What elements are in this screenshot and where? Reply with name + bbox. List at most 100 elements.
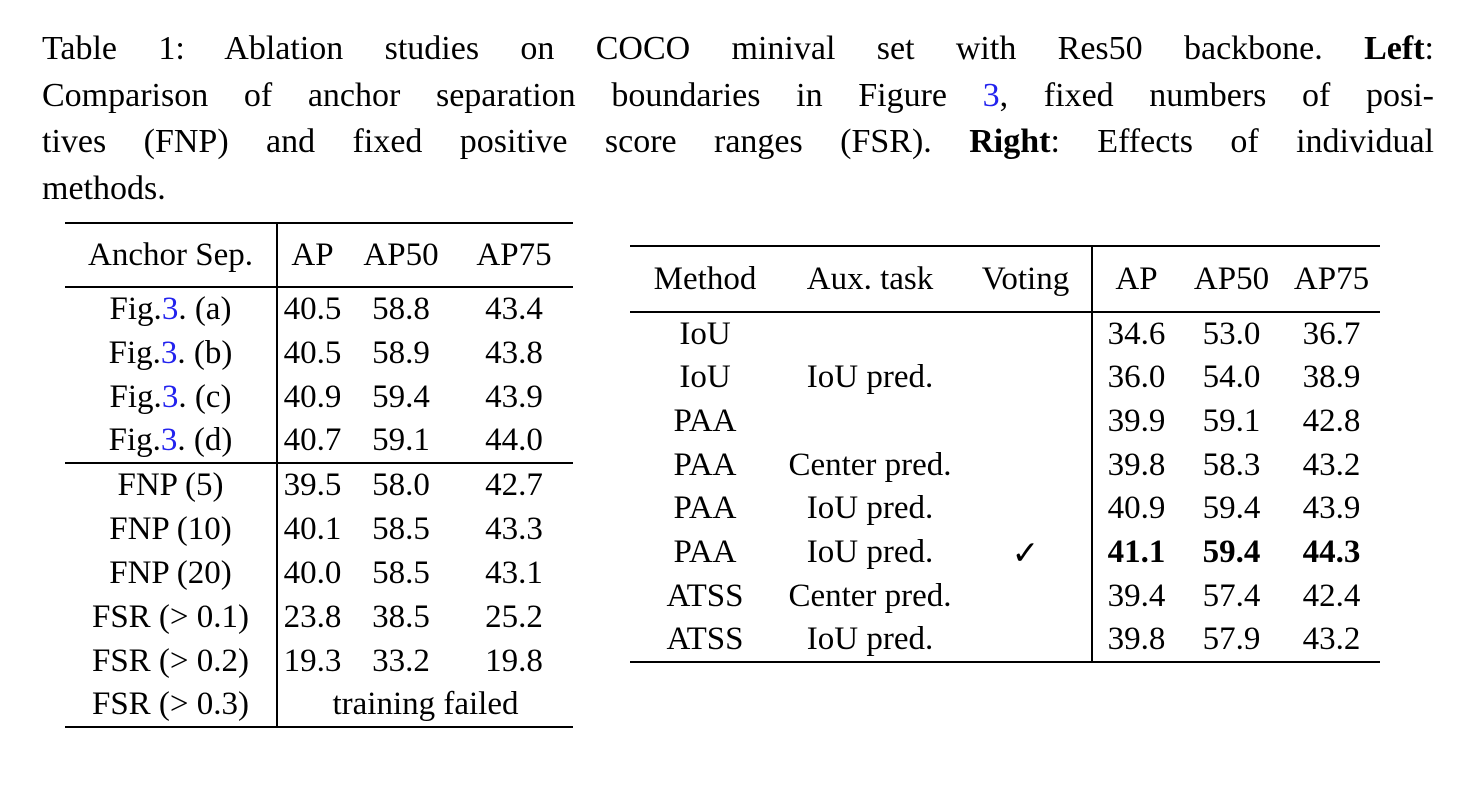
table-row: FNP (10) 40.1 58.5 43.3 <box>65 507 573 551</box>
figure-3-link[interactable]: 3 <box>160 422 178 458</box>
metric-value: 59.4 <box>1202 490 1261 527</box>
metric-value: 43.4 <box>485 291 543 327</box>
right-header-row: Method Aux. task Voting AP AP50 AP75 <box>630 246 1380 313</box>
metric-value: 58.5 <box>372 554 430 591</box>
row-label-text: . (b) <box>177 334 233 371</box>
right-table: Method Aux. task Voting AP AP50 AP75 IoU 34.6 5… <box>630 245 1380 663</box>
row-label: Fig.3. (d) <box>65 419 278 464</box>
metric-value: 59.1 <box>1202 402 1261 439</box>
method-cell: ATSS <box>666 621 744 658</box>
left-header-row: Anchor Sep. AP AP50 AP75 <box>65 223 573 288</box>
row-label-text: FSR (> 0.3) <box>91 686 250 722</box>
metric-value: 43.2 <box>1302 621 1361 658</box>
metric-value: 39.8 <box>1091 443 1180 487</box>
metric-value: 42.8 <box>1302 402 1361 439</box>
row-label: FNP (20) <box>65 551 278 595</box>
metric-value: 40.9 <box>1091 487 1180 531</box>
caption-line: Comparison of anchor separation boundari… <box>42 73 1434 120</box>
method-cell: PAA <box>673 402 737 439</box>
metric-value: 36.0 <box>1091 355 1180 400</box>
aux-task-cell: IoU pred. <box>806 621 934 658</box>
metric-value: 53.0 <box>1202 315 1261 352</box>
metric-value: 33.2 <box>372 642 430 679</box>
figure-3-link[interactable]: 3 <box>161 291 179 327</box>
figure-3-link[interactable]: 3 <box>982 76 1000 114</box>
column-header: Method <box>630 246 780 313</box>
metric-value: 39.9 <box>1091 399 1180 444</box>
table-row: PAA IoU pred. 40.9 59.4 43.9 <box>630 487 1380 531</box>
metric-value: 42.4 <box>1302 577 1361 614</box>
metric-value: 58.0 <box>372 467 430 503</box>
row-label: FSR (> 0.1) <box>65 595 278 639</box>
metric-value: 43.2 <box>1302 446 1361 483</box>
table-row: Fig.3. (b) 40.5 58.9 43.8 <box>65 331 573 375</box>
figure-3-link[interactable]: 3 <box>160 334 178 371</box>
row-label-text: Fig. <box>109 378 162 415</box>
caption-line: tives (FNP) and fixed positive score ran… <box>42 119 1434 166</box>
aux-task-cell: IoU pred. <box>806 359 934 396</box>
row-label: Fig.3. (c) <box>65 375 278 419</box>
spanning-cell: training failed <box>332 686 519 722</box>
method-cell: IoU <box>679 359 731 396</box>
table-row: ATSS IoU pred. 39.8 57.9 43.2 <box>630 618 1380 662</box>
table-row: Fig.3. (a) 40.5 58.8 43.4 <box>65 287 573 331</box>
caption-text: , fixed numbers of posi- <box>999 76 1434 114</box>
metric-value: 40.5 <box>283 334 342 371</box>
caption-text: Table 1: Ablation studies on COCO miniva… <box>42 30 1365 67</box>
caption-text: : Effects of individual <box>1050 123 1434 160</box>
metric-value: 23.8 <box>283 598 342 635</box>
caption-text: tives (FNP) and fixed positive score ran… <box>42 123 970 160</box>
aux-task-cell: Center pred. <box>788 446 952 483</box>
row-label-text: Fig. <box>109 291 162 327</box>
figure-3-link[interactable]: 3 <box>161 378 179 415</box>
column-header: Anchor Sep. <box>65 223 278 288</box>
caption-text: : <box>1424 30 1434 67</box>
column-header: AP <box>1091 246 1180 313</box>
metric-value: 57.4 <box>1202 577 1261 614</box>
metric-value: 57.9 <box>1202 621 1261 658</box>
table-row: ATSS Center pred. 39.4 57.4 42.4 <box>630 574 1380 619</box>
voting-cell <box>960 356 1092 400</box>
row-label-text: Fig. <box>108 422 161 458</box>
voting-cell <box>960 487 1092 531</box>
metric-value: 59.4 <box>372 378 430 415</box>
table-row: FNP (5) 39.5 58.0 42.7 <box>65 463 573 507</box>
metric-value: 44.3 <box>1302 534 1361 571</box>
caption-bold-text: Left <box>1364 30 1425 67</box>
row-label-text: FNP (10) <box>109 510 232 547</box>
method-cell: PAA <box>673 446 737 483</box>
metric-value: 43.8 <box>485 334 543 371</box>
table-row: PAA 39.9 59.1 42.8 <box>630 399 1380 444</box>
table-row: FSR (> 0.2) 19.3 33.2 19.8 <box>65 639 573 683</box>
row-label-text: Fig. <box>108 334 161 371</box>
metric-value: 34.6 <box>1091 312 1180 356</box>
metric-value: 42.7 <box>485 467 543 503</box>
column-header: Voting <box>960 246 1092 313</box>
metric-value: 43.1 <box>485 554 543 591</box>
column-header: AP75 <box>1283 246 1380 313</box>
right-table-body: IoU 34.6 53.0 36.7 IoU IoU pred. 36.0 54.0 38.9 P… <box>630 312 1380 662</box>
metric-value: 41.1 <box>1091 530 1180 575</box>
method-cell: IoU <box>679 315 731 352</box>
left-table-header: Anchor Sep. AP AP50 AP75 <box>65 223 573 288</box>
metric-value: 59.1 <box>347 419 455 464</box>
metric-value: 40.9 <box>283 378 342 415</box>
row-label: Fig.3. (b) <box>65 331 278 375</box>
voting-checkmark: ✓ <box>1011 535 1040 572</box>
voting-cell <box>960 443 1092 487</box>
metric-value: 25.2 <box>485 598 543 635</box>
metric-value: 58.5 <box>372 510 430 547</box>
row-label-text: . (d) <box>177 422 233 458</box>
row-label: FNP (10) <box>65 507 278 551</box>
caption-line: methods. <box>42 166 1434 213</box>
aux-task-cell: IoU pred. <box>806 490 934 527</box>
row-label: FSR (> 0.3) <box>65 683 278 727</box>
caption-bold-text: Right <box>969 123 1051 160</box>
metric-value: 19.8 <box>485 642 543 679</box>
metric-value: 58.3 <box>1202 446 1261 483</box>
voting-cell <box>960 400 1092 444</box>
metric-value: 40.0 <box>283 554 342 591</box>
voting-cell <box>960 575 1092 619</box>
row-label-text: FNP (5) <box>117 467 224 503</box>
row-label-text: . (a) <box>178 291 232 327</box>
